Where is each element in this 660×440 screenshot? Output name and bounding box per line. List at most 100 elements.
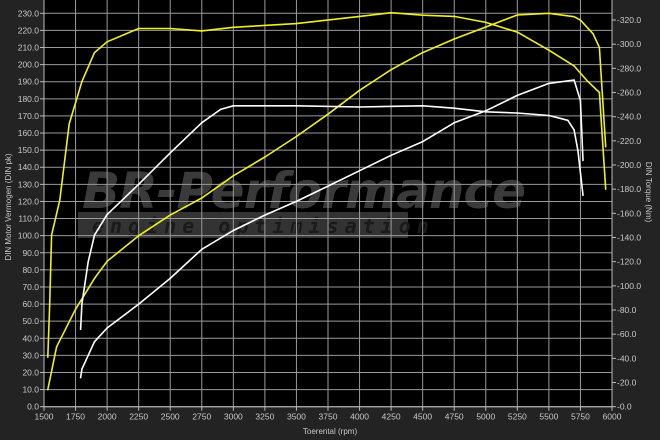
tuned-torque-line	[47, 11, 607, 358]
data-point	[598, 46, 601, 49]
data-point	[453, 121, 456, 124]
data-point	[200, 197, 203, 199]
x-tick-label: 5750	[571, 412, 590, 422]
data-point	[484, 111, 487, 113]
data-point	[50, 234, 53, 236]
y-tick-label: 230.0	[18, 8, 40, 18]
y2-tick-label: -40.0	[617, 353, 637, 363]
y-tick-label: 90.0	[22, 248, 39, 258]
data-point	[358, 169, 361, 172]
y-tick-label: 120.0	[18, 196, 40, 206]
y-tick-label: 50.0	[22, 316, 39, 326]
data-point	[200, 248, 203, 251]
data-point	[295, 200, 298, 203]
y-tick-label: 40.0	[22, 333, 39, 343]
data-point	[516, 14, 519, 16]
data-point	[106, 213, 108, 216]
data-point	[548, 12, 550, 15]
x-tick-label: 2000	[98, 412, 117, 422]
tuned-power-line	[47, 12, 607, 390]
data-point	[582, 194, 584, 197]
y2-tick-label: -100.0	[617, 281, 641, 291]
x-tick-label: 4000	[350, 412, 369, 422]
data-point	[548, 49, 550, 52]
data-point	[516, 94, 519, 97]
x-tick-label: 3250	[255, 412, 274, 422]
data-point	[484, 26, 487, 28]
data-point	[358, 15, 361, 18]
data-point	[106, 260, 108, 263]
y-tick-label: 220.0	[18, 25, 40, 35]
data-point	[81, 368, 83, 370]
y-tick-label: 190.0	[18, 77, 40, 87]
y-tick-label: 10.0	[22, 385, 39, 395]
data-point	[106, 327, 108, 329]
data-point	[421, 140, 424, 143]
data-point	[264, 214, 266, 216]
y2-tick-label: -280.0	[617, 63, 641, 73]
y2-tick-label: -20.0	[617, 378, 637, 388]
data-point	[421, 14, 424, 16]
y2-tick-label: -140.0	[617, 233, 641, 243]
y-axis-title: DIN Motor Vermogen (DIN pk)	[4, 153, 13, 260]
y2-tick-label: -320.0	[617, 15, 641, 25]
data-point	[200, 121, 203, 124]
y-tick-label: 130.0	[18, 179, 40, 189]
data-point	[137, 183, 140, 186]
data-point	[55, 346, 58, 348]
data-point	[358, 106, 361, 108]
y-tick-label: 170.0	[18, 111, 40, 121]
x-tick-label: 4750	[445, 412, 464, 422]
data-point	[137, 234, 140, 237]
y-tick-label: 100.0	[18, 231, 40, 241]
data-point	[169, 214, 172, 216]
watermark-title: BR-Performance	[82, 162, 525, 220]
y-tick-label: 0.0	[27, 402, 39, 412]
x-tick-label: 1750	[66, 412, 85, 422]
y-tick-label: 60.0	[22, 299, 39, 309]
data-point	[46, 388, 49, 391]
data-point	[573, 65, 575, 67]
data-point	[81, 80, 83, 83]
x-tick-label: 2750	[192, 412, 211, 422]
data-point	[327, 113, 329, 116]
data-point	[453, 38, 456, 40]
data-point	[548, 114, 550, 117]
data-point	[93, 51, 96, 54]
y2-tick-label: -180.0	[617, 184, 641, 194]
x-axis-title: Toerental (rpm)	[303, 427, 358, 436]
x-tick-label: 2250	[129, 412, 148, 422]
x-tick-label: 3000	[224, 412, 243, 422]
y2-tick-label: -80.0	[617, 305, 637, 315]
data-point	[421, 51, 424, 54]
data-point	[573, 129, 575, 131]
y2-axis-title: DIN Torque (Nm)	[644, 162, 653, 223]
data-point	[58, 199, 61, 201]
x-tick-label: 4500	[413, 412, 432, 422]
data-point	[93, 234, 96, 236]
y2-tick-label: -60.0	[617, 329, 637, 339]
data-point	[295, 104, 298, 107]
y2-tick-label: -300.0	[617, 39, 641, 49]
data-point	[453, 15, 456, 18]
y-tick-label: 30.0	[22, 350, 39, 360]
x-tick-label: 4250	[382, 412, 401, 422]
data-point	[390, 154, 392, 157]
y-tick-label: 200.0	[18, 60, 40, 70]
data-point	[79, 328, 82, 331]
data-point	[93, 277, 96, 280]
data-point	[390, 68, 392, 71]
data-point	[79, 376, 82, 379]
data-point	[169, 27, 172, 30]
data-point	[200, 30, 203, 32]
y2-tick-label: -220.0	[617, 136, 641, 146]
data-point	[232, 104, 235, 107]
data-point	[390, 11, 392, 14]
data-point	[604, 188, 607, 190]
x-tick-label: 3750	[319, 412, 338, 422]
y-tick-label: 70.0	[22, 282, 39, 292]
data-point	[598, 91, 601, 94]
y-tick-label: 160.0	[18, 128, 40, 138]
data-point	[453, 107, 456, 110]
